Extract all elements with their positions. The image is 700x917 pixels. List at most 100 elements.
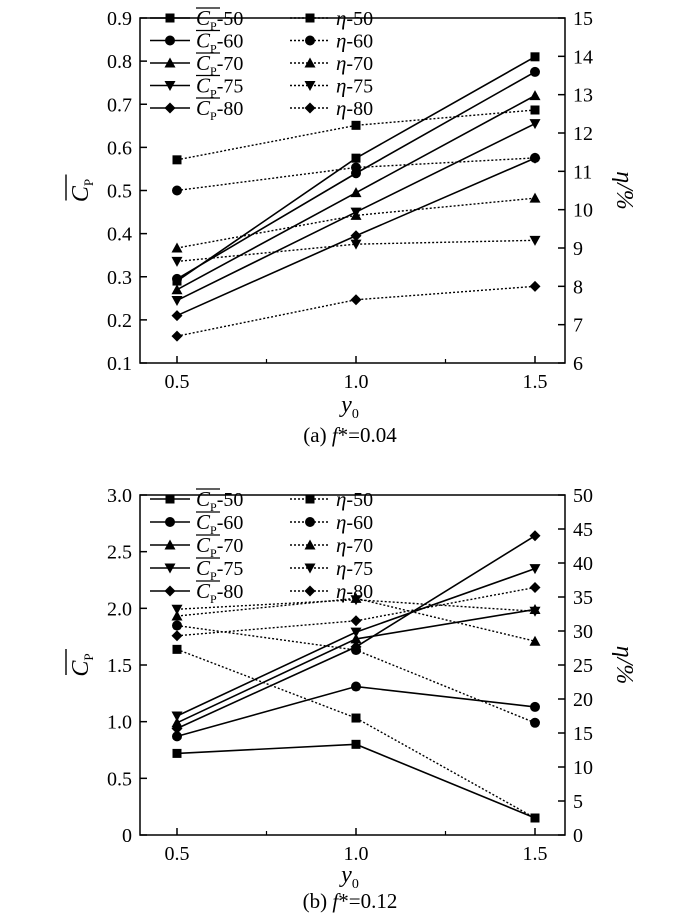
legend-subscript: P	[210, 569, 217, 583]
legend-label: η-50	[336, 487, 373, 511]
data-point	[351, 681, 361, 692]
legend-suffix: -50	[346, 8, 373, 30]
legend-subscript: P	[210, 523, 217, 537]
legend-item: η-75	[290, 74, 373, 98]
right-tick-label: 20	[573, 689, 593, 711]
legend-item: CP-60	[150, 510, 243, 537]
x-axis-label: y0	[339, 862, 359, 892]
chart-panel-b: 0 0.5 1.0 1.5 2.0 2.5 3.0 0 5 10 15 20 25 30 35 40 45 50 0…	[65, 485, 637, 913]
legend-symbol: η	[336, 6, 346, 30]
legend-symbol: C	[196, 579, 211, 603]
data-point	[350, 627, 362, 638]
right-axis-label: η/%	[611, 646, 637, 685]
legend-item: η-80	[290, 96, 373, 120]
legend-item: CP-70	[150, 51, 243, 78]
series--60	[172, 152, 540, 196]
left-tick-label: 0.5	[107, 181, 132, 203]
right-tick-label: 0	[573, 825, 583, 847]
legend-label: η-60	[336, 29, 373, 53]
series--75-a-	[171, 235, 541, 267]
left-tick-label: 0.3	[107, 267, 132, 289]
legend-label: η-50	[336, 6, 373, 30]
legend-suffix: -50	[217, 489, 244, 511]
right-tick-label: 10	[573, 757, 593, 779]
data-point	[172, 731, 182, 742]
legend-item: CP-60	[150, 29, 243, 56]
right-tick-label: 7	[573, 315, 583, 337]
panel-caption-var: f	[332, 423, 341, 447]
series--50	[172, 644, 540, 823]
left-tick-label: 2.0	[107, 598, 132, 620]
right-tick-label: 15	[573, 723, 593, 745]
data-point	[350, 595, 362, 606]
legend-suffix: -70	[217, 53, 244, 75]
panel-caption: (b) f*=0.12	[303, 889, 398, 913]
right-tick-label: 12	[573, 123, 593, 145]
panel-caption: (a) f*=0.04	[303, 423, 397, 447]
legend-symbol: C	[196, 51, 211, 75]
legend-marker	[305, 13, 315, 23]
legend-subscript: P	[210, 546, 217, 560]
left-tick-label: 0.6	[107, 137, 132, 159]
data-point	[172, 155, 182, 165]
legend-marker	[164, 585, 176, 597]
legend-symbol: C	[196, 74, 211, 98]
legend-marker	[304, 539, 316, 550]
chart-panel-a: 0.1 0.2 0.3 0.4 0.5 0.6 0.7 0.8 0.9 6 7 8 9 10 11 12 13 1…	[65, 6, 637, 447]
legend-label: η-75	[336, 74, 373, 98]
legend-symbol: η	[336, 579, 346, 603]
legend-suffix: -75	[346, 558, 373, 580]
left-tick-label: 0.2	[107, 310, 132, 332]
data-point	[171, 717, 183, 728]
legend-marker	[165, 35, 175, 46]
legend-item: η-75	[290, 556, 373, 580]
left-tick-label: 0.5	[107, 768, 132, 790]
legend-marker	[304, 57, 316, 68]
legend-label: η-80	[336, 96, 373, 120]
legend-suffix: -70	[346, 53, 373, 75]
right-tick-label: 8	[573, 276, 583, 298]
left-tick-label: 0.8	[107, 51, 132, 73]
data-point	[351, 645, 361, 656]
legend-suffix: -75	[217, 558, 244, 580]
legend-marker	[165, 13, 175, 23]
series-line	[176, 285, 536, 337]
data-point	[529, 606, 541, 617]
data-point	[530, 52, 540, 62]
legend-suffix: -60	[217, 31, 244, 53]
legend-marker	[304, 102, 316, 114]
left-axis-label: CP	[65, 174, 96, 202]
right-tick-label: 5	[573, 791, 583, 813]
legend-symbol: C	[196, 6, 211, 30]
left-tick-label: 3.0	[107, 485, 132, 507]
series--75	[171, 595, 541, 617]
data-point	[529, 280, 541, 292]
left-tick-label: 0.4	[107, 224, 132, 246]
legend-suffix: -70	[346, 535, 373, 557]
right-tick-label: 15	[573, 8, 593, 30]
right-tick-label: 6	[573, 353, 583, 375]
legend-symbol: C	[196, 96, 211, 120]
left-tick-label: 1.5	[107, 655, 132, 677]
data-point	[530, 701, 540, 712]
legend-item: CP-50	[150, 487, 243, 514]
legend-marker	[305, 517, 315, 527]
legend-symbol: η	[336, 487, 346, 511]
x-tick-label: 0.5	[165, 371, 190, 393]
legend-subscript: P	[210, 87, 217, 101]
legend-label: CP-70	[196, 533, 243, 560]
legend-suffix: -80	[346, 581, 373, 603]
legend-symbol: η	[336, 510, 346, 534]
data-point	[529, 564, 541, 575]
legend-symbol: η	[336, 74, 346, 98]
legend-item: η-60	[290, 29, 373, 53]
x-tick-label: 1.0	[344, 371, 369, 393]
x-axis-label-main: y	[339, 392, 352, 418]
legend-symbol: η	[336, 533, 346, 557]
x-tick-label: 0.5	[165, 843, 190, 865]
data-point	[351, 153, 361, 163]
legend-label: CP-80	[196, 579, 243, 606]
legend-label: CP-75	[196, 74, 243, 101]
legend-marker	[304, 585, 316, 597]
data-point	[351, 713, 361, 723]
